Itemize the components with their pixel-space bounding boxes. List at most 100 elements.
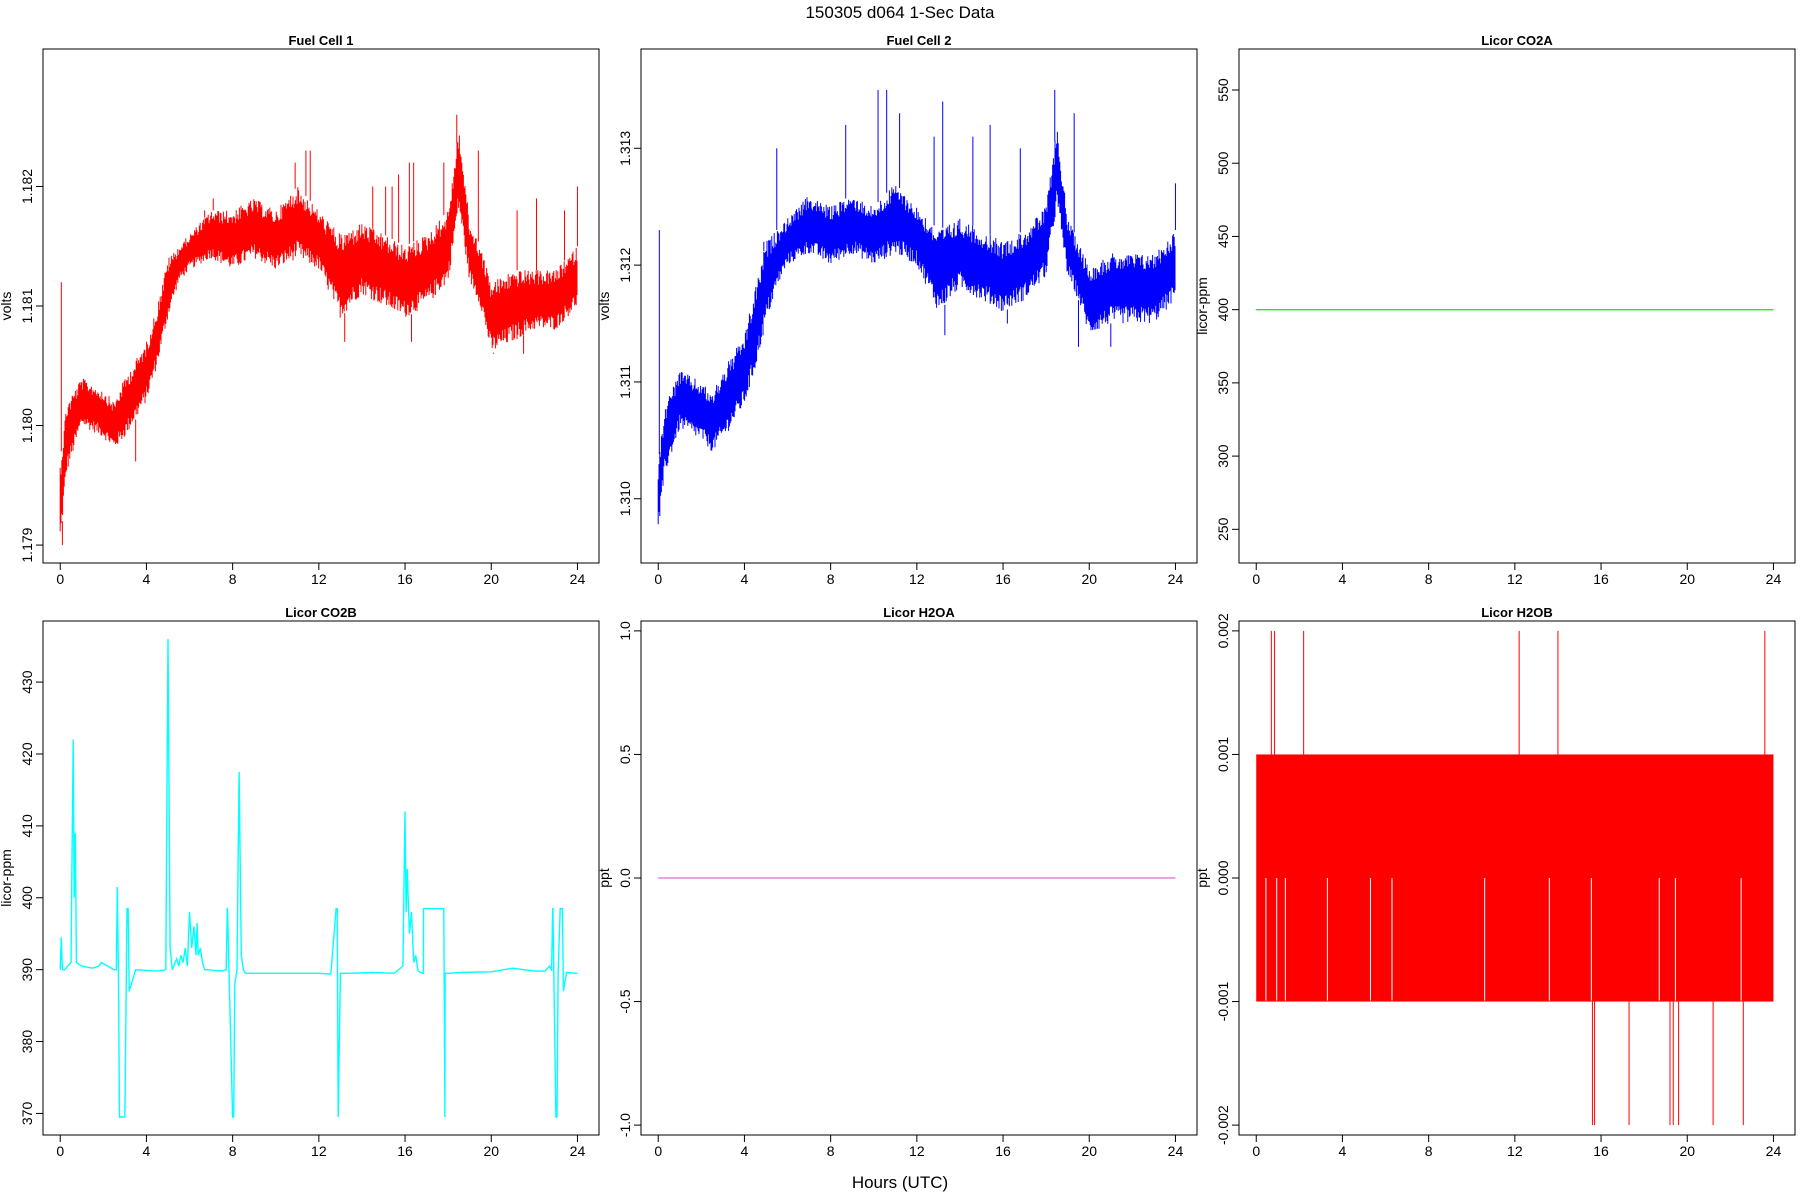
data-band xyxy=(657,131,1176,525)
y-tick-label: -0.001 xyxy=(1215,981,1231,1021)
y-tick-label: 1.0 xyxy=(617,621,633,641)
y-axis-label: ppt xyxy=(596,868,612,888)
y-tick-label: 370 xyxy=(19,1102,35,1126)
y-tick-label: 0.001 xyxy=(1215,737,1231,772)
y-axis: -0.002 -0.001 0.000 0.001 0.002 xyxy=(1215,613,1239,1145)
x-axis: 0 4 8 12 16 20 24 xyxy=(654,1135,1183,1159)
x-tick-label: 12 xyxy=(909,571,925,587)
x-axis: 0 4 8 12 16 20 24 xyxy=(654,563,1183,587)
y-tick-label: 0.000 xyxy=(1215,860,1231,895)
chart-panel-5: Licor H2OA ppt 0 4 8 12 16 20 24 -1.0 -0.5 0.0 0.5 1.… xyxy=(596,605,1198,1159)
y-tick-label: 1.312 xyxy=(617,247,633,282)
y-axis-label: volts xyxy=(0,292,14,321)
x-axis: 0 4 8 12 16 20 24 xyxy=(1252,1135,1781,1159)
y-tick-label: 420 xyxy=(19,742,35,766)
y-axis: 250 300 350 400 450 500 550 xyxy=(1215,78,1239,541)
y-tick-label: 1.182 xyxy=(19,169,35,204)
y-tick-label: 1.311 xyxy=(617,365,633,399)
series-group xyxy=(59,638,578,1118)
x-tick-label: 16 xyxy=(1593,571,1609,587)
data-line xyxy=(59,638,578,1118)
y-axis: 370 380 390 400 410 420 430 xyxy=(19,670,43,1125)
x-tick-label: 20 xyxy=(1081,571,1097,587)
x-tick-label: 8 xyxy=(229,571,237,587)
y-tick-label: 0.002 xyxy=(1215,613,1231,648)
x-tick-label: 0 xyxy=(654,1143,662,1159)
x-tick-label: 4 xyxy=(143,1143,151,1159)
y-tick-label: 1.180 xyxy=(19,408,35,443)
y-tick-label: 250 xyxy=(1215,517,1231,541)
y-tick-label: -0.5 xyxy=(617,989,633,1013)
x-tick-label: 12 xyxy=(1507,1143,1523,1159)
x-tick-label: 16 xyxy=(995,571,1011,587)
y-axis-label: volts xyxy=(596,292,612,321)
x-tick-label: 20 xyxy=(1081,1143,1097,1159)
y-tick-label: 390 xyxy=(19,958,35,982)
x-tick-label: 24 xyxy=(570,571,586,587)
x-tick-label: 12 xyxy=(909,1143,925,1159)
panel-title: Fuel Cell 1 xyxy=(288,33,353,48)
figure-title: 150305 d064 1-Sec Data xyxy=(805,3,995,22)
x-tick-label: 4 xyxy=(143,571,151,587)
y-axis-label: ppt xyxy=(1194,868,1210,888)
x-tick-label: 16 xyxy=(397,571,413,587)
series-group xyxy=(1256,630,1774,1126)
y-axis: 1.310 1.311 1.312 1.313 xyxy=(617,131,641,516)
y-tick-label: 410 xyxy=(19,814,35,838)
x-axis: 0 4 8 12 16 20 24 xyxy=(56,1135,585,1159)
x-tick-label: 20 xyxy=(483,571,499,587)
x-tick-label: 24 xyxy=(1168,1143,1184,1159)
x-tick-label: 4 xyxy=(1339,571,1347,587)
y-tick-label: 350 xyxy=(1215,371,1231,395)
y-tick-label: 380 xyxy=(19,1030,35,1054)
x-tick-label: 24 xyxy=(1168,571,1184,587)
plot-frame xyxy=(1238,48,1796,564)
x-tick-label: 0 xyxy=(1252,571,1260,587)
x-tick-label: 4 xyxy=(741,571,749,587)
y-tick-label: 400 xyxy=(19,886,35,910)
series-group xyxy=(59,114,578,546)
y-axis: 1.179 1.180 1.181 1.182 xyxy=(19,169,43,563)
x-tick-label: 24 xyxy=(1766,1143,1782,1159)
x-tick-label: 12 xyxy=(1507,571,1523,587)
x-tick-label: 24 xyxy=(570,1143,586,1159)
chart-panels: Fuel Cell 1 volts 0 4 8 12 16 20 24 1.179 1.180 1.1… xyxy=(0,33,1796,1159)
x-tick-label: 24 xyxy=(1766,571,1782,587)
x-tick-label: 20 xyxy=(1679,1143,1695,1159)
x-tick-label: 12 xyxy=(311,1143,327,1159)
x-tick-label: 8 xyxy=(827,571,835,587)
plot-frame xyxy=(640,48,1198,564)
y-tick-label: -1.0 xyxy=(617,1113,633,1137)
data-band xyxy=(59,135,578,532)
x-axis-label: Hours (UTC) xyxy=(852,1173,948,1192)
plot-frame xyxy=(42,620,600,1136)
y-tick-label: 430 xyxy=(19,670,35,694)
x-tick-label: 8 xyxy=(1425,571,1433,587)
panel-title: Licor H2OA xyxy=(883,605,955,620)
chart-panel-6: Licor H2OB ppt 0 4 8 12 16 20 24 -0.002 -0.001 0.00… xyxy=(1194,605,1796,1159)
x-tick-label: 8 xyxy=(229,1143,237,1159)
chart-panel-2: Fuel Cell 2 volts 0 4 8 12 16 20 24 1.310 1.311 1.3… xyxy=(596,33,1198,587)
x-tick-label: 0 xyxy=(1252,1143,1260,1159)
x-tick-label: 0 xyxy=(56,571,64,587)
series-group xyxy=(657,89,1176,525)
y-tick-label: 1.179 xyxy=(19,527,35,562)
panel-title: Licor CO2B xyxy=(285,605,357,620)
y-tick-label: 400 xyxy=(1215,298,1231,322)
y-tick-label: 1.310 xyxy=(617,481,633,516)
x-axis: 0 4 8 12 16 20 24 xyxy=(56,563,585,587)
chart-panel-4: Licor CO2B licor-ppm 0 4 8 12 16 20 24 370 380 390 4… xyxy=(0,605,600,1159)
panel-title: Fuel Cell 2 xyxy=(886,33,951,48)
y-axis: -1.0 -0.5 0.0 0.5 1.0 xyxy=(617,621,641,1137)
y-tick-label: 300 xyxy=(1215,444,1231,468)
y-tick-label: 0.0 xyxy=(617,868,633,888)
x-tick-label: 0 xyxy=(654,571,662,587)
y-tick-label: -0.002 xyxy=(1215,1105,1231,1145)
y-axis-label: licor-ppm xyxy=(1194,277,1210,335)
x-tick-label: 16 xyxy=(995,1143,1011,1159)
y-tick-label: 450 xyxy=(1215,225,1231,249)
x-tick-label: 20 xyxy=(1679,571,1695,587)
x-axis: 0 4 8 12 16 20 24 xyxy=(1252,563,1781,587)
y-tick-label: 0.5 xyxy=(617,745,633,765)
